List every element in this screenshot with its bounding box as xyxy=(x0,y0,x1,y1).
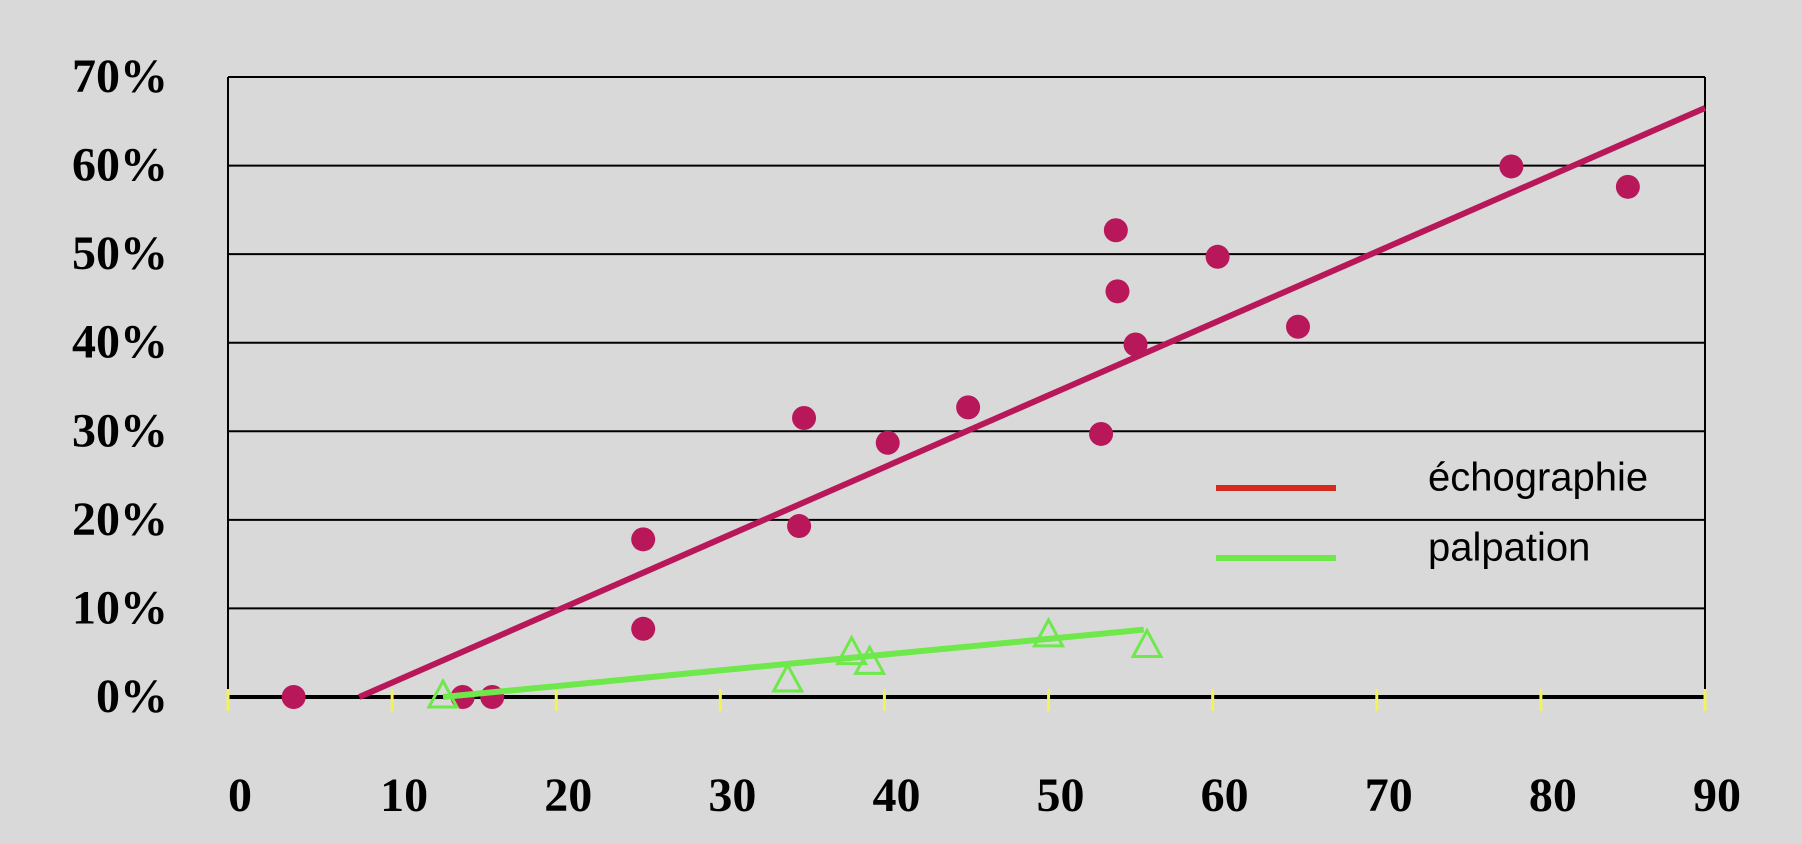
triangle-point xyxy=(426,677,460,709)
y-tick-label: 40% xyxy=(72,316,168,369)
x-tick-label: 50 xyxy=(1037,769,1085,822)
dot-point xyxy=(1089,421,1114,446)
y-tick-label: 10% xyxy=(72,581,168,634)
legend-label: palpation xyxy=(1428,526,1590,570)
y-tick-label: 60% xyxy=(72,139,168,192)
y-tick-label: 70% xyxy=(72,50,168,103)
x-tick-label: 20 xyxy=(544,769,592,822)
dot-point xyxy=(1286,314,1311,339)
dot-point xyxy=(875,430,900,455)
y-tick-label: 0% xyxy=(96,670,168,723)
x-tick-label: 70 xyxy=(1365,769,1413,822)
trend-line xyxy=(358,105,1707,700)
dot-point xyxy=(1499,154,1524,179)
triangle-point xyxy=(1130,627,1164,659)
triangle-point xyxy=(771,661,805,693)
x-tick-label: 80 xyxy=(1529,769,1577,822)
x-tick-label: 0 xyxy=(228,769,252,822)
trend-line xyxy=(442,626,1145,700)
dot-point xyxy=(1205,244,1230,269)
legend-label: échographie xyxy=(1428,456,1648,500)
dot-point xyxy=(792,406,817,430)
dot-point xyxy=(956,395,981,420)
dot-point xyxy=(1105,279,1130,304)
x-tick-label: 10 xyxy=(380,769,428,822)
triangle-point xyxy=(1032,616,1066,648)
x-tick-label: 40 xyxy=(872,769,920,822)
x-tick-label: 30 xyxy=(708,769,756,822)
x-tick-label: 60 xyxy=(1201,769,1249,822)
dot-point xyxy=(787,514,812,539)
triangle-point xyxy=(835,634,869,666)
dot-point xyxy=(281,685,306,709)
dot-point xyxy=(1103,218,1128,243)
dot-point xyxy=(1123,332,1148,357)
dot-point xyxy=(1615,174,1640,199)
dot-point xyxy=(631,527,656,552)
y-tick-label: 50% xyxy=(72,227,168,280)
y-tick-label: 30% xyxy=(72,404,168,457)
y-tick-label: 20% xyxy=(72,493,168,546)
x-tick-label: 90 xyxy=(1693,769,1741,822)
dot-point xyxy=(631,616,656,641)
triangle-point xyxy=(853,644,887,675)
